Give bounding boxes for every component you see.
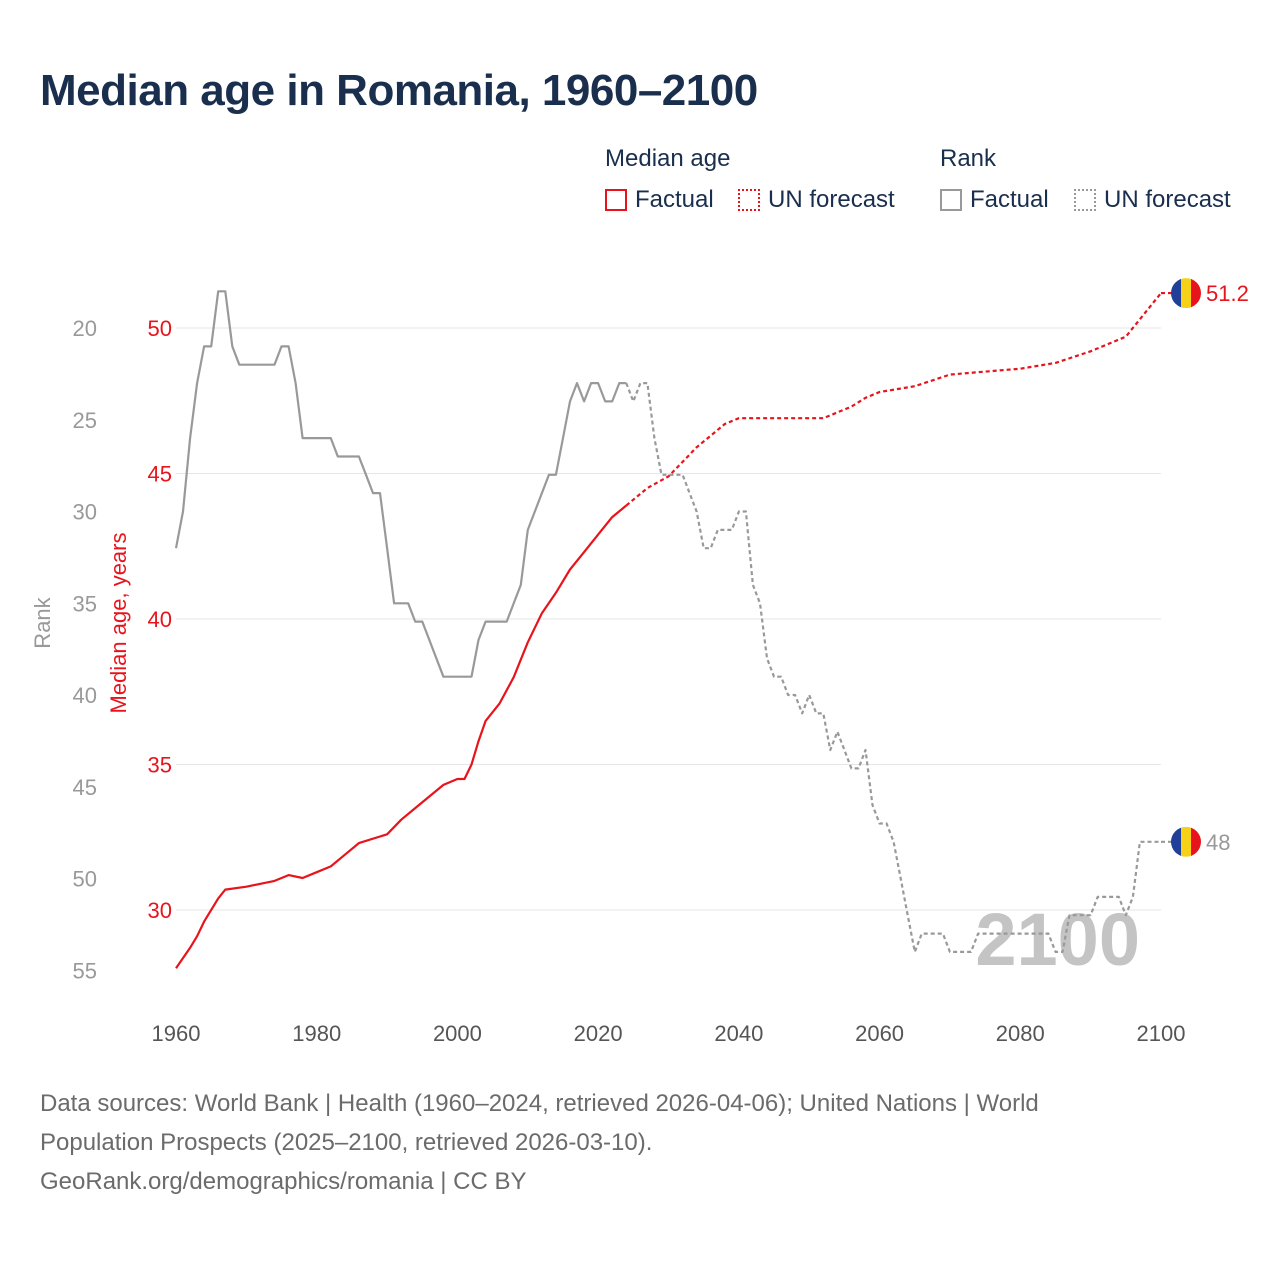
rank-tick-label: 25 xyxy=(73,408,97,433)
x-tick-label: 2080 xyxy=(996,1021,1045,1046)
legend-label: UN forecast xyxy=(768,186,895,213)
legend-label: Factual xyxy=(635,186,714,213)
legend-swatch-rank-forecast xyxy=(1074,189,1096,211)
x-tick-label: 2060 xyxy=(855,1021,904,1046)
rank-tick-label: 30 xyxy=(73,500,97,525)
x-tick-label: 2040 xyxy=(714,1021,763,1046)
source-url[interactable]: GeoRank.org/demographics/romania | CC BY xyxy=(40,1168,527,1195)
rank-axis-title: Rank xyxy=(30,596,55,648)
median-end-label: 51.2 xyxy=(1206,281,1249,306)
legend-label: Factual xyxy=(970,186,1049,213)
median-tick-label: 50 xyxy=(148,316,172,341)
watermark-year: 2100 xyxy=(975,898,1140,981)
rank-tick-label: 40 xyxy=(73,683,97,708)
legend-swatch-median-forecast xyxy=(738,189,760,211)
rank-tick-label: 55 xyxy=(73,958,97,983)
median-tick-label: 40 xyxy=(148,607,172,632)
x-tick-label: 1960 xyxy=(152,1021,201,1046)
rank-tick-label: 35 xyxy=(73,591,97,616)
rank-forecast-line xyxy=(625,382,1161,954)
rank-tick-label: 45 xyxy=(73,775,97,800)
x-tick-label: 1980 xyxy=(292,1021,341,1046)
legend-median-forecast[interactable]: UN forecast xyxy=(738,185,895,215)
rank-tick-label: 20 xyxy=(73,316,97,341)
median-age-factual-line xyxy=(175,504,627,969)
romania-flag-icon xyxy=(1171,826,1201,857)
chart-title: Median age in Romania, 1960–2100 xyxy=(40,66,758,115)
legend-swatch-rank-factual xyxy=(940,189,962,211)
rank-end-label: 48 xyxy=(1206,830,1230,855)
rank-tick-label: 50 xyxy=(73,867,97,892)
source-line-2: Population Prospects (2025–2100, retriev… xyxy=(40,1129,653,1156)
source-line-1: Data sources: World Bank | Health (1960–… xyxy=(40,1090,1039,1117)
median-tick-label: 35 xyxy=(148,753,172,778)
legend-heading-median: Median age xyxy=(605,145,731,172)
legend-swatch-median-factual xyxy=(605,189,627,211)
legend-label: UN forecast xyxy=(1104,186,1231,213)
legend-heading-rank: Rank xyxy=(940,145,997,172)
median-tick-label: 30 xyxy=(148,898,172,923)
x-tick-label: 2020 xyxy=(574,1021,623,1046)
median-tick-label: 45 xyxy=(148,462,172,487)
x-tick-label: 2100 xyxy=(1137,1021,1186,1046)
legend-rank-forecast[interactable]: UN forecast xyxy=(1074,185,1231,215)
legend-median-factual[interactable]: Factual xyxy=(605,185,714,215)
rank-factual-line xyxy=(174,290,627,678)
x-tick-label: 2000 xyxy=(433,1021,482,1046)
median-axis-title: Median age, years xyxy=(106,533,131,714)
romania-flag-icon xyxy=(1171,278,1201,309)
legend-rank-factual[interactable]: Factual xyxy=(940,185,1049,215)
